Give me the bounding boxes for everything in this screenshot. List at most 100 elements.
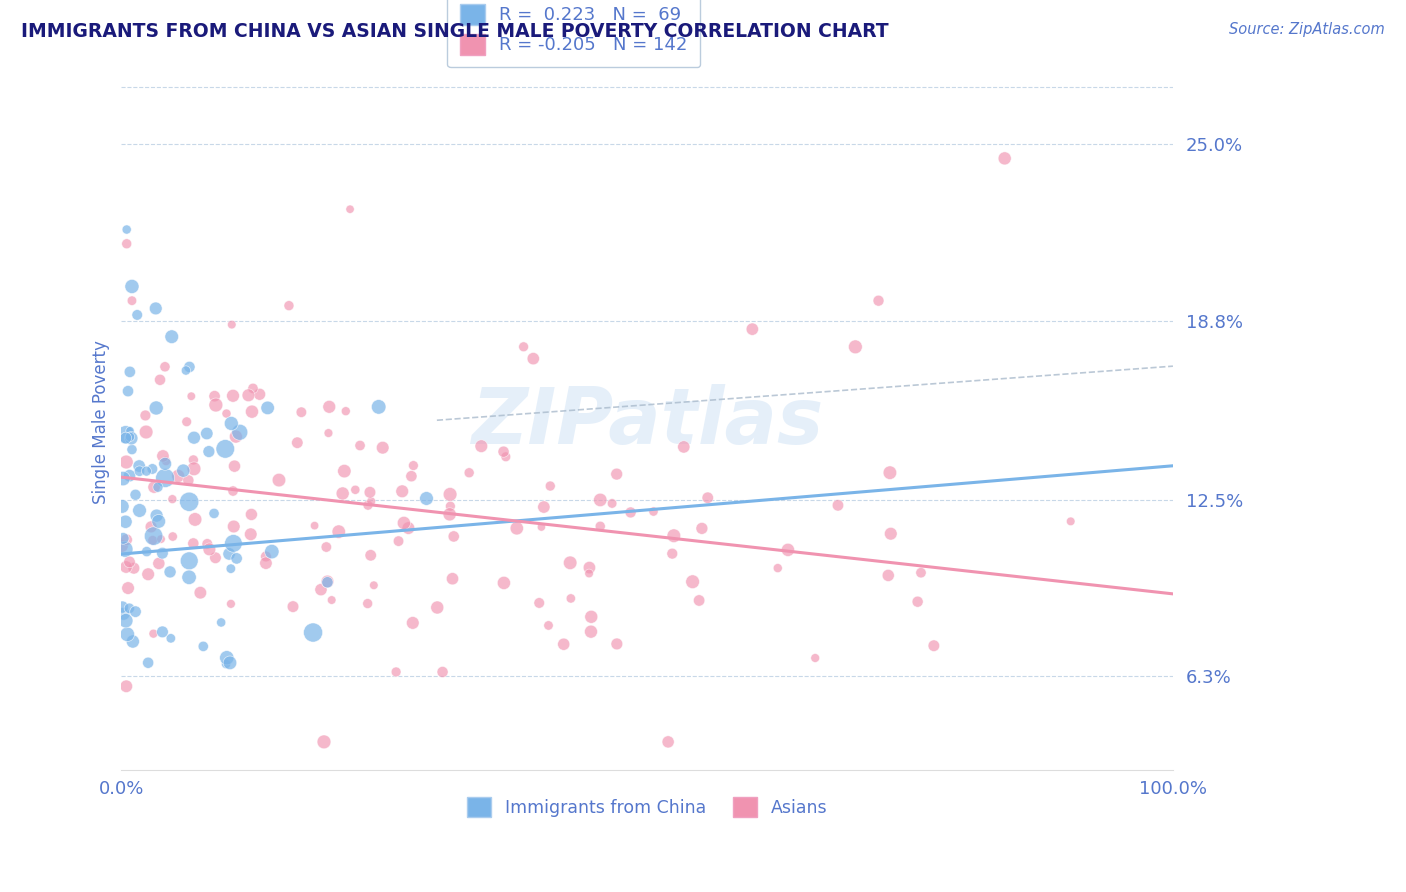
Point [183,462,205,476]
Text: ZIPatlas: ZIPatlas [471,384,824,459]
Point [209,615,232,630]
Point [309,582,332,597]
Point [360,494,382,508]
Point [218,547,240,561]
Point [120,431,142,445]
Point [202,507,225,521]
Point [922,639,945,653]
Point [766,561,789,575]
Point [159,565,181,579]
Point [879,466,901,480]
Point [439,487,461,501]
Point [254,549,277,564]
Point [318,400,340,414]
Point [219,597,242,611]
Point [221,417,243,431]
Point [118,424,141,438]
Point [139,520,162,534]
Point [441,572,464,586]
Point [152,449,174,463]
Point [315,540,337,554]
Point [145,508,167,523]
Point [335,404,357,418]
Point [267,473,290,487]
Point [443,529,465,543]
Point [804,651,827,665]
Point [114,614,136,628]
Point [402,615,425,630]
Point [215,407,238,421]
Point [426,600,449,615]
Point [357,498,380,512]
Point [222,519,245,533]
Point [204,389,226,403]
Point [112,607,135,621]
Point [204,550,226,565]
Point [333,464,356,478]
Point [111,600,134,615]
Point [176,415,198,429]
Point [492,576,515,591]
Point [195,537,218,551]
Point [117,627,139,641]
Point [432,665,454,679]
Point [135,464,157,478]
Point [179,554,201,568]
Point [152,546,174,560]
Point [371,441,394,455]
Legend: Immigrants from China, Asians: Immigrants from China, Asians [460,790,834,824]
Point [827,499,849,513]
Point [328,524,350,539]
Point [606,637,628,651]
Point [222,536,245,550]
Point [114,427,136,442]
Point [117,581,139,595]
Point [122,561,145,575]
Point [661,547,683,561]
Point [221,318,243,332]
Point [135,544,157,558]
Point [190,585,212,599]
Point [529,596,551,610]
Point [776,542,799,557]
Point [142,626,165,640]
Point [643,504,665,518]
Point [127,308,149,322]
Point [910,566,932,580]
Point [225,429,247,443]
Point [198,542,221,557]
Point [114,431,136,445]
Point [183,431,205,445]
Point [229,425,252,440]
Point [385,665,408,679]
Point [115,533,138,547]
Point [522,351,544,366]
Point [533,500,555,514]
Point [690,521,713,535]
Point [238,388,260,402]
Point [150,532,173,546]
Point [332,486,354,500]
Point [115,222,138,236]
Point [111,500,134,514]
Point [387,534,409,549]
Point [111,539,134,553]
Point [239,527,262,541]
Point [344,483,367,497]
Point [145,301,167,316]
Point [205,398,228,412]
Point [339,202,361,217]
Point [994,152,1017,166]
Point [222,483,245,498]
Point [868,293,890,308]
Point [141,462,163,476]
Point [304,518,326,533]
Point [174,363,197,377]
Point [506,521,529,535]
Point [153,457,176,471]
Point [844,340,866,354]
Point [589,519,612,533]
Point [118,430,141,444]
Point [114,542,136,557]
Point [290,405,312,419]
